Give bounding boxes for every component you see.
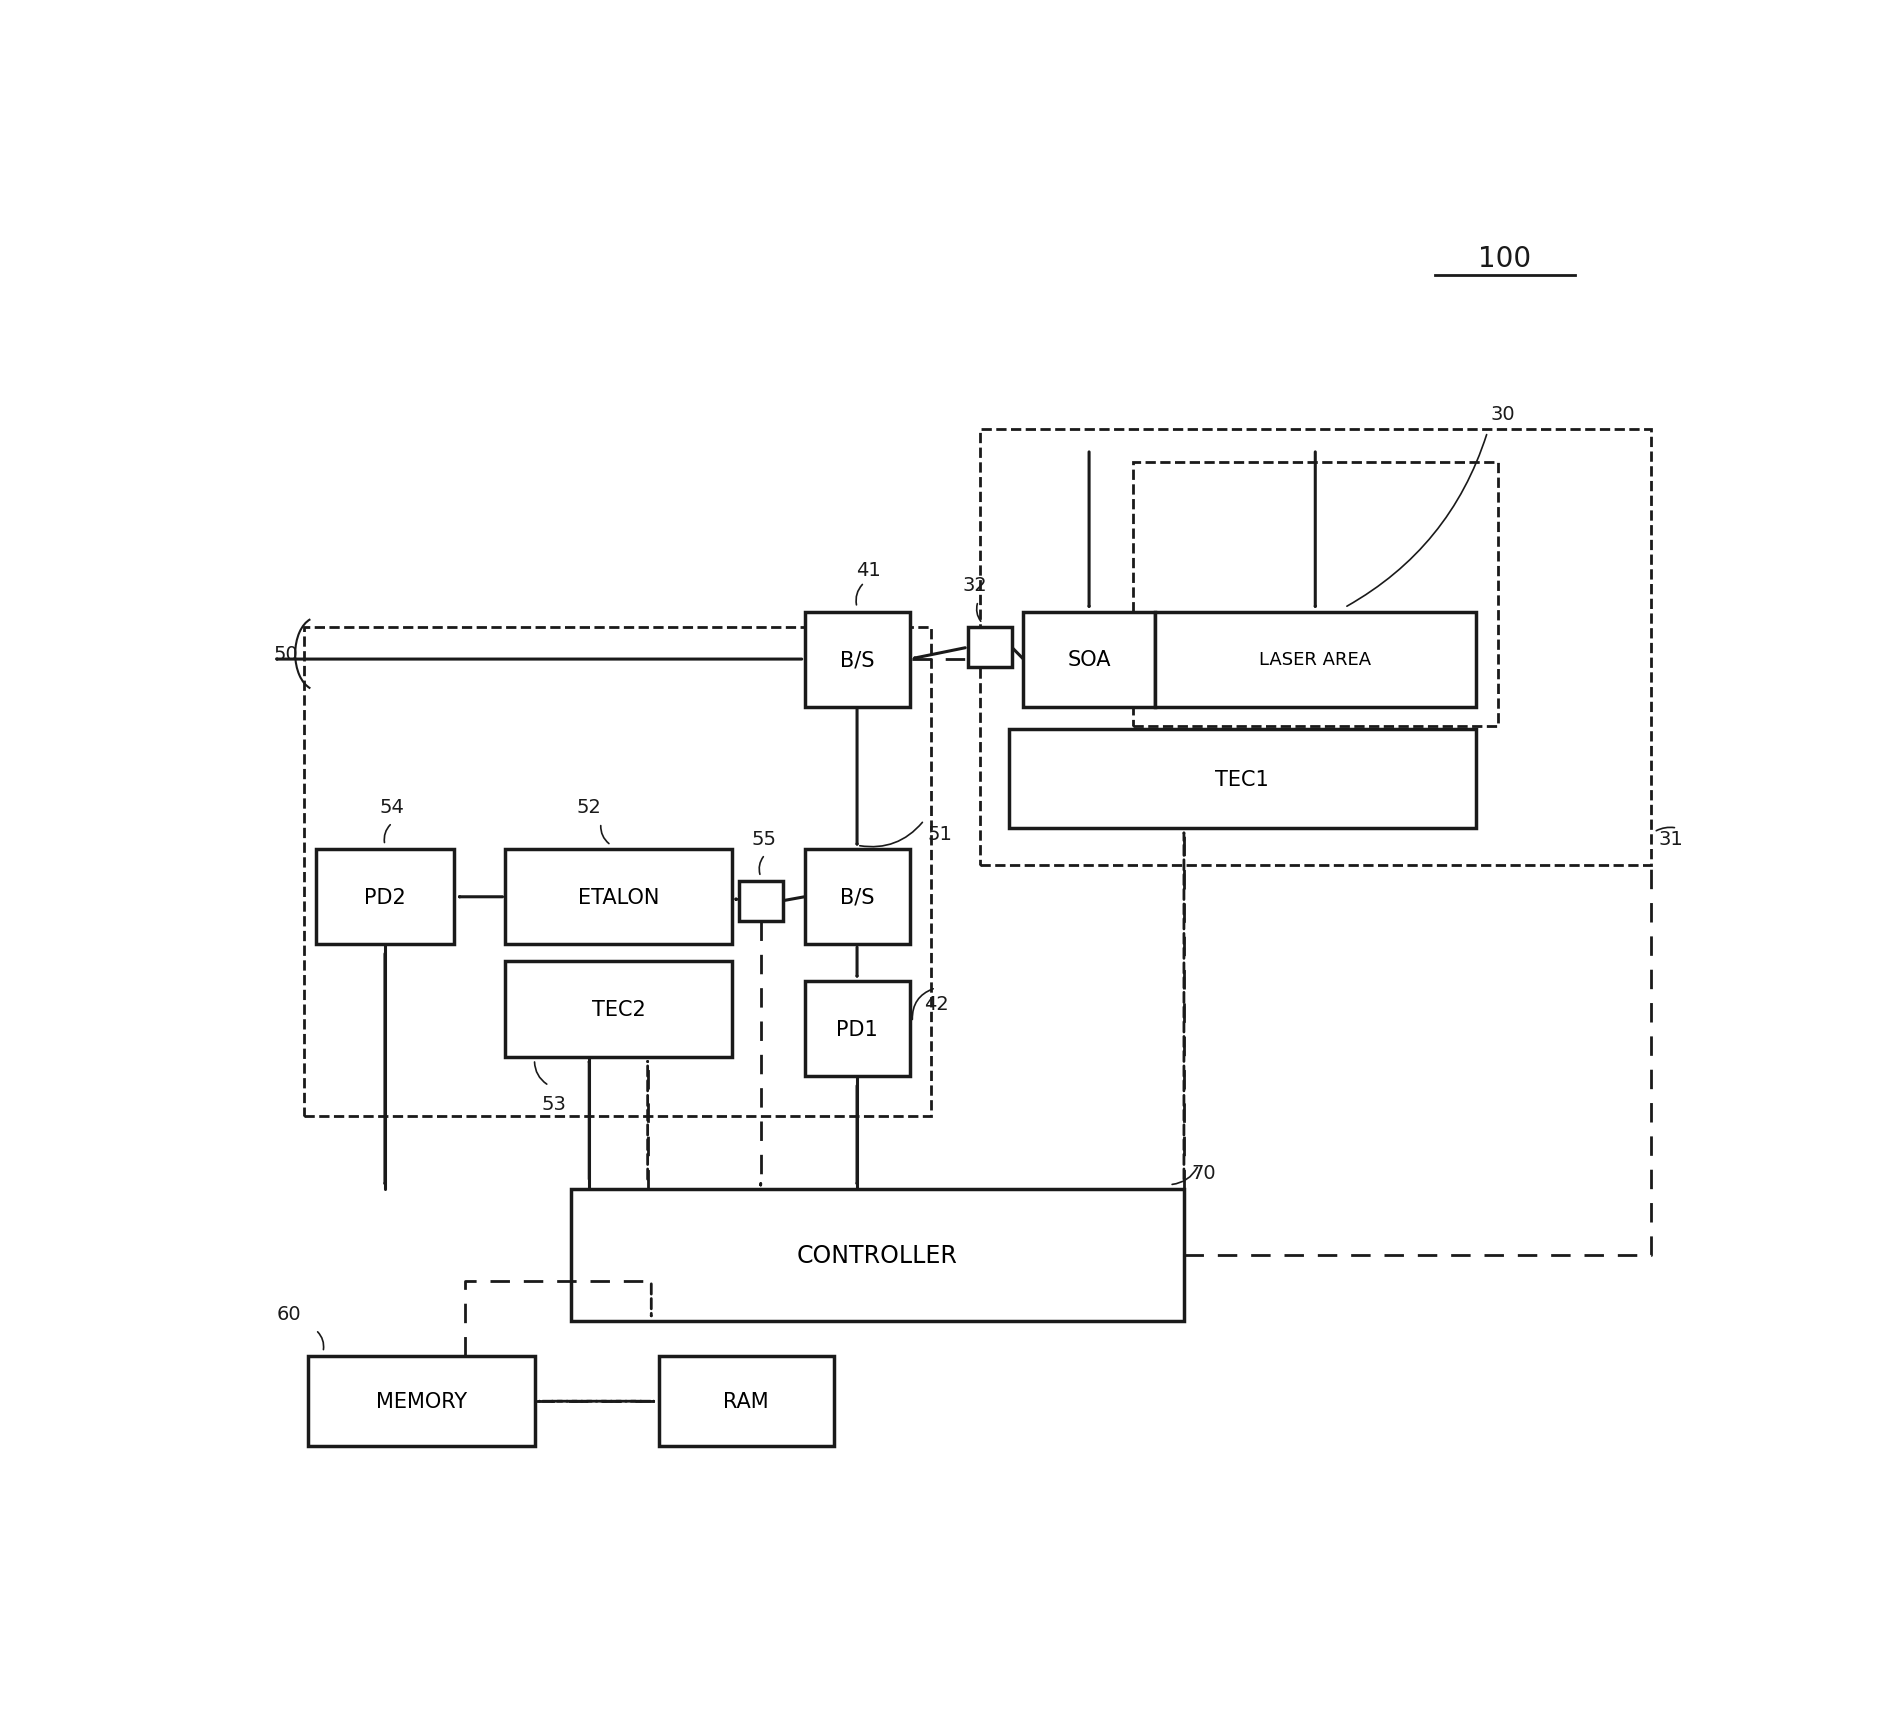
Bar	[316, 850, 454, 944]
Text: PD1: PD1	[836, 1020, 877, 1039]
Text: 54: 54	[380, 797, 405, 818]
Text: 60: 60	[277, 1304, 301, 1323]
Bar	[1133, 463, 1496, 727]
Bar	[967, 627, 1011, 667]
Bar	[1009, 730, 1475, 828]
Text: 31: 31	[1658, 830, 1683, 848]
Text: 51: 51	[926, 824, 952, 843]
Bar	[504, 850, 730, 944]
Bar	[979, 430, 1651, 866]
Text: 52: 52	[576, 797, 602, 818]
Bar	[309, 1356, 534, 1447]
Bar	[659, 1356, 834, 1447]
Text: CONTROLLER: CONTROLLER	[796, 1243, 958, 1267]
Text: TEC2: TEC2	[591, 999, 646, 1020]
Text: 50: 50	[273, 644, 297, 663]
Bar	[1024, 612, 1154, 708]
Text: 41: 41	[856, 560, 881, 579]
Bar	[804, 982, 909, 1076]
Text: 42: 42	[924, 994, 949, 1015]
Text: LASER AREA: LASER AREA	[1259, 651, 1370, 668]
Text: 55: 55	[751, 830, 775, 848]
Text: RAM: RAM	[723, 1392, 768, 1411]
Text: ETALON: ETALON	[578, 888, 659, 907]
Bar	[504, 962, 730, 1058]
Text: MEMORY: MEMORY	[376, 1392, 467, 1411]
Bar	[303, 627, 932, 1116]
Text: 53: 53	[542, 1094, 566, 1112]
Text: 32: 32	[962, 576, 986, 595]
Text: SOA: SOA	[1067, 650, 1110, 670]
Text: TEC1: TEC1	[1214, 770, 1268, 788]
Text: 100: 100	[1477, 245, 1530, 273]
Bar	[738, 881, 783, 920]
Bar	[804, 612, 909, 708]
Bar	[804, 850, 909, 944]
Text: B/S: B/S	[839, 888, 873, 907]
Text: PD2: PD2	[363, 888, 407, 907]
Text: 30: 30	[1491, 405, 1515, 423]
Bar	[570, 1190, 1184, 1321]
Text: 70: 70	[1191, 1164, 1216, 1183]
Text: B/S: B/S	[839, 650, 873, 670]
Bar	[1154, 612, 1475, 708]
